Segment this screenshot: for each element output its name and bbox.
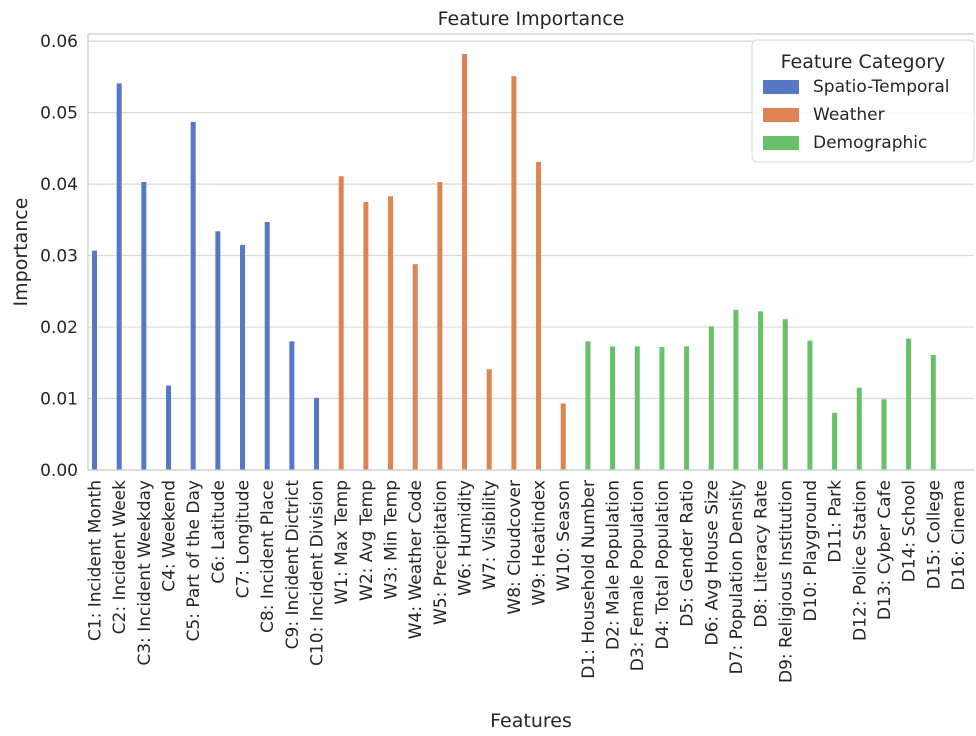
legend-swatch-2 [763, 108, 799, 122]
x-tick-label: C5: Part of the Day [184, 480, 204, 641]
x-tick-label: D6: Avg House Size [702, 480, 722, 646]
x-tick-label: C10: Incident Division [308, 480, 328, 666]
x-tick-label: W1: Max Temp [332, 480, 352, 605]
x-tick-label: W9: Heatindex [530, 480, 550, 606]
x-tick-label: W3: Min Temp [382, 480, 402, 600]
legend-label: Spatio-Temporal [813, 77, 950, 97]
bar-30 [807, 340, 813, 470]
legend: Feature Category Spatio-Temporal Weather De… [751, 39, 975, 163]
bar-27 [733, 309, 739, 470]
bar-3 [141, 181, 147, 470]
x-tick-label: D14: School [900, 480, 920, 582]
x-tick-label: D2: Male Population [604, 480, 624, 650]
bar-20 [560, 403, 566, 470]
x-tick-label: W7: Visibility [480, 480, 500, 590]
bar-12 [363, 201, 369, 470]
bar-32 [856, 387, 862, 470]
x-tick-label: D5: Gender Ratio [678, 480, 698, 627]
x-tick-label: D1: Household Number [579, 480, 599, 679]
x-tick-label: C1: Incident Month [86, 480, 106, 641]
y-tick-label: 0.01 [40, 390, 78, 410]
x-axis-title: Features [490, 710, 572, 732]
legend-label: Demographic [813, 133, 927, 153]
bar-22 [610, 346, 616, 470]
bar-19 [536, 161, 542, 470]
x-tick-label: D7: Population Density [727, 480, 747, 674]
y-tick-label: 0.03 [40, 247, 78, 267]
bar-33 [881, 399, 887, 470]
x-tick-label: D15: College [924, 480, 944, 589]
x-tick-label: D11: Park [826, 480, 846, 563]
legend-box [751, 39, 975, 163]
bars [92, 54, 936, 471]
x-tick-label: W10: Season [554, 480, 574, 591]
bar-4 [166, 385, 172, 470]
bar-8 [264, 221, 270, 470]
y-tick-label: 0.02 [40, 318, 78, 338]
x-tick-label: W8: Cloudcover [505, 480, 525, 615]
bar-34 [906, 338, 912, 470]
axes [87, 33, 974, 471]
legend-swatch-1 [763, 80, 799, 94]
bar-13 [388, 196, 394, 470]
gridlines [88, 40, 974, 471]
y-tick-labels: 0.00 0.01 0.02 0.03 0.04 0.05 0.06 [40, 32, 78, 481]
bar-18 [511, 76, 517, 470]
y-tick-label: 0.05 [40, 104, 78, 124]
bar-17 [486, 369, 492, 470]
x-tick-label: D8: Literacy Rate [752, 480, 772, 628]
x-tick-label: D10: Playground [801, 480, 821, 621]
bar-6 [215, 231, 221, 470]
x-tick-label: D3: Female Population [628, 480, 648, 671]
bar-7 [240, 244, 246, 470]
bar-14 [412, 264, 418, 470]
bar-35 [930, 354, 936, 470]
legend-label: Weather [813, 105, 885, 125]
x-tick-label: C7: Longitude [234, 480, 254, 598]
y-tick-label: 0.04 [40, 175, 78, 195]
bar-31 [832, 412, 838, 470]
bar-28 [758, 311, 764, 470]
x-tick-label: W6: Humidity [456, 480, 476, 596]
x-tick-label: D12: Police Station [850, 480, 870, 641]
y-tick-label: 0.00 [40, 461, 78, 481]
x-tick-label: C6: Latitude [209, 480, 229, 584]
y-axis-title: Importance [10, 198, 32, 307]
bar-15 [437, 181, 443, 470]
x-tick-label: D9: Religious Institution [776, 480, 796, 683]
bar-26 [708, 326, 714, 470]
x-tick-label: D4: Total Population [653, 480, 673, 649]
x-tick-label: D16: Cinema [949, 480, 969, 591]
x-tick-label: C3: Incident Weekday [135, 480, 155, 666]
bar-21 [585, 341, 591, 470]
bar-2 [116, 83, 122, 471]
x-tick-label: C2: Incident Week [110, 480, 130, 635]
legend-swatch-3 [763, 136, 799, 150]
y-tick-label: 0.06 [40, 32, 78, 52]
x-tick-labels: C1: Incident Month C2: Incident Week C3: I… [86, 480, 969, 683]
legend-title: Feature Category [781, 51, 946, 73]
bar-5 [190, 121, 196, 470]
bar-1 [92, 250, 97, 470]
x-tick-label: D13: Cyber Cafe [875, 480, 895, 620]
bar-24 [659, 347, 665, 470]
bar-10 [314, 397, 320, 470]
x-tick-label: C4: Weekend [160, 480, 180, 592]
bar-16 [462, 54, 468, 470]
bar-29 [782, 319, 788, 470]
x-tick-label: C9: Incident Dictrict [283, 480, 303, 650]
bar-9 [289, 341, 295, 470]
chart-title: Feature Importance [438, 8, 625, 30]
bar-23 [634, 346, 640, 470]
x-tick-label: W4: Weather Code [406, 480, 426, 639]
x-tick-label: W2: Avg Temp [357, 480, 377, 601]
x-tick-label: C8: Incident Place [258, 480, 278, 633]
bar-25 [684, 346, 690, 470]
bar-11 [338, 176, 344, 470]
x-tick-label: W5: Precipitation [431, 480, 451, 625]
